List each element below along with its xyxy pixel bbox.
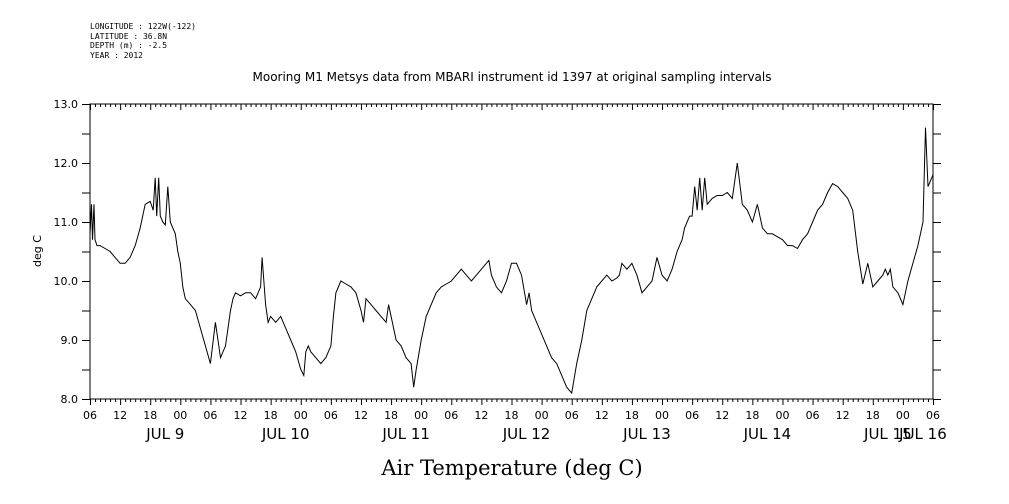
x-hour-tick-label: 12 bbox=[234, 409, 248, 422]
plot-frame bbox=[89, 103, 934, 400]
x-hour-tick-label: 18 bbox=[264, 409, 278, 422]
x-day-label: JUL 9 bbox=[145, 425, 184, 443]
x-hour-tick-label: 06 bbox=[685, 409, 699, 422]
x-hour-tick-label: 12 bbox=[354, 409, 368, 422]
x-day-label: JUL 12 bbox=[502, 425, 551, 443]
x-hour-tick-label: 12 bbox=[474, 409, 488, 422]
x-hour-tick-label: 00 bbox=[414, 409, 428, 422]
x-hour-tick-label: 18 bbox=[143, 409, 157, 422]
axis-ticks bbox=[82, 104, 941, 405]
y-axis-label: deg C bbox=[31, 235, 44, 267]
x-day-label: JUL 11 bbox=[381, 425, 430, 443]
x-hour-tick-label: 00 bbox=[173, 409, 187, 422]
x-tick-labels: 06 12 18 00 06 12 18 00 06 12 18 00 06 12 18 00 06 12 18 00… bbox=[83, 409, 940, 422]
x-day-label: JUL 15 bbox=[863, 425, 912, 443]
x-hour-tick-label: 00 bbox=[896, 409, 910, 422]
x-hour-tick-label: 12 bbox=[113, 409, 127, 422]
latitude-text: LATITUDE : 36.8N bbox=[90, 31, 168, 41]
depth-text: DEPTH (m) : -2.5 bbox=[90, 41, 168, 50]
y-tick-label: 8.0 bbox=[61, 393, 79, 406]
x-hour-tick-label: 06 bbox=[806, 409, 820, 422]
x-hour-tick-label: 12 bbox=[595, 409, 609, 422]
x-hour-tick-label: 00 bbox=[535, 409, 549, 422]
x-hour-tick-label: 18 bbox=[505, 409, 519, 422]
x-hour-tick-label: 06 bbox=[83, 409, 97, 422]
x-day-label: JUL 13 bbox=[622, 425, 671, 443]
temperature-series-line bbox=[89, 127, 934, 395]
y-tick-labels: 8.0 9.0 10.0 11.0 12.0 13.0 bbox=[54, 98, 79, 406]
x-hour-tick-label: 06 bbox=[444, 409, 458, 422]
chart-title: Mooring M1 Metsys data from MBARI instru… bbox=[253, 70, 772, 84]
x-axis-label: Air Temperature (deg C) bbox=[380, 456, 642, 480]
y-tick-label: 11.0 bbox=[54, 216, 79, 229]
metadata-block: LONGITUDE : 122W(-122) LATITUDE : 36.8N … bbox=[90, 22, 196, 60]
x-day-label: JUL 14 bbox=[743, 425, 792, 443]
y-tick-label: 12.0 bbox=[54, 157, 79, 170]
year-text: YEAR : 2012 bbox=[90, 50, 143, 60]
x-hour-tick-label: 06 bbox=[565, 409, 579, 422]
y-tick-label: 13.0 bbox=[54, 98, 79, 111]
x-day-labels: JUL 9 JUL 10 JUL 11 JUL 12 JUL 13 JUL 14 JUL 1… bbox=[145, 425, 947, 443]
x-hour-tick-label: 00 bbox=[294, 409, 308, 422]
x-hour-tick-label: 18 bbox=[625, 409, 639, 422]
x-hour-tick-label: 06 bbox=[926, 409, 940, 422]
x-hour-tick-label: 00 bbox=[655, 409, 669, 422]
x-hour-tick-label: 06 bbox=[324, 409, 338, 422]
longitude-text: LONGITUDE : 122W(-122) bbox=[90, 22, 196, 31]
x-hour-tick-label: 12 bbox=[715, 409, 729, 422]
x-day-label: JUL 10 bbox=[261, 425, 310, 443]
x-hour-tick-label: 18 bbox=[745, 409, 759, 422]
x-day-label: JUL 16 bbox=[898, 425, 947, 443]
x-hour-tick-label: 18 bbox=[384, 409, 398, 422]
x-hour-tick-label: 18 bbox=[866, 409, 880, 422]
y-tick-label: 10.0 bbox=[54, 275, 79, 288]
y-tick-label: 9.0 bbox=[61, 334, 79, 347]
x-hour-tick-label: 12 bbox=[836, 409, 850, 422]
x-hour-tick-label: 00 bbox=[775, 409, 789, 422]
x-hour-tick-label: 06 bbox=[203, 409, 217, 422]
